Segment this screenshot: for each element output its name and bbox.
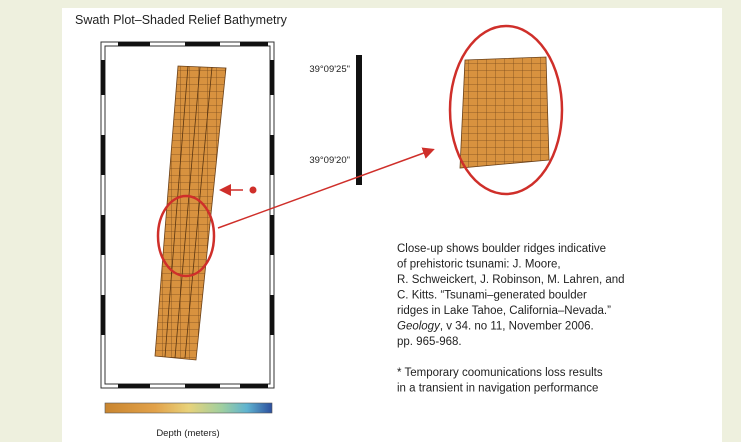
figure: Swath Plot–Shaded Relief Bathymetry Dept… [0,0,741,442]
footnote-line: * Temporary coomunications loss results [397,367,603,379]
footnote-line: in a transient in navigation performance [397,383,598,395]
caption-line: R. Schweickert, J. Robinson, M. Lahren, … [397,274,625,286]
caption-line: ridges in Lake Tahoe, California–Nevada.… [397,305,611,317]
caption-line: Geology, v 34. no 11, November 2006. [397,321,594,333]
figure-title: Swath Plot–Shaded Relief Bathymetry [75,13,288,27]
journal: Geology [397,321,441,333]
caption-line: pp. 965-968. [397,336,462,348]
scale-bar [356,55,362,185]
colorbar-label: Depth (meters) [156,428,219,439]
map [101,42,274,388]
scale-label: 39°09'25" [309,64,350,75]
caption-line: Close-up shows boulder ridges indicative [397,243,606,255]
scale-label: 39°09'20" [309,155,350,166]
citation: , v 34. no 11, November 2006. [440,321,594,333]
colorbar [105,403,272,413]
caption-line: C. Kitts. “Tsunami–generated boulder [397,290,587,302]
caption-line: of prehistoric tsunami: J. Moore, [397,259,561,271]
